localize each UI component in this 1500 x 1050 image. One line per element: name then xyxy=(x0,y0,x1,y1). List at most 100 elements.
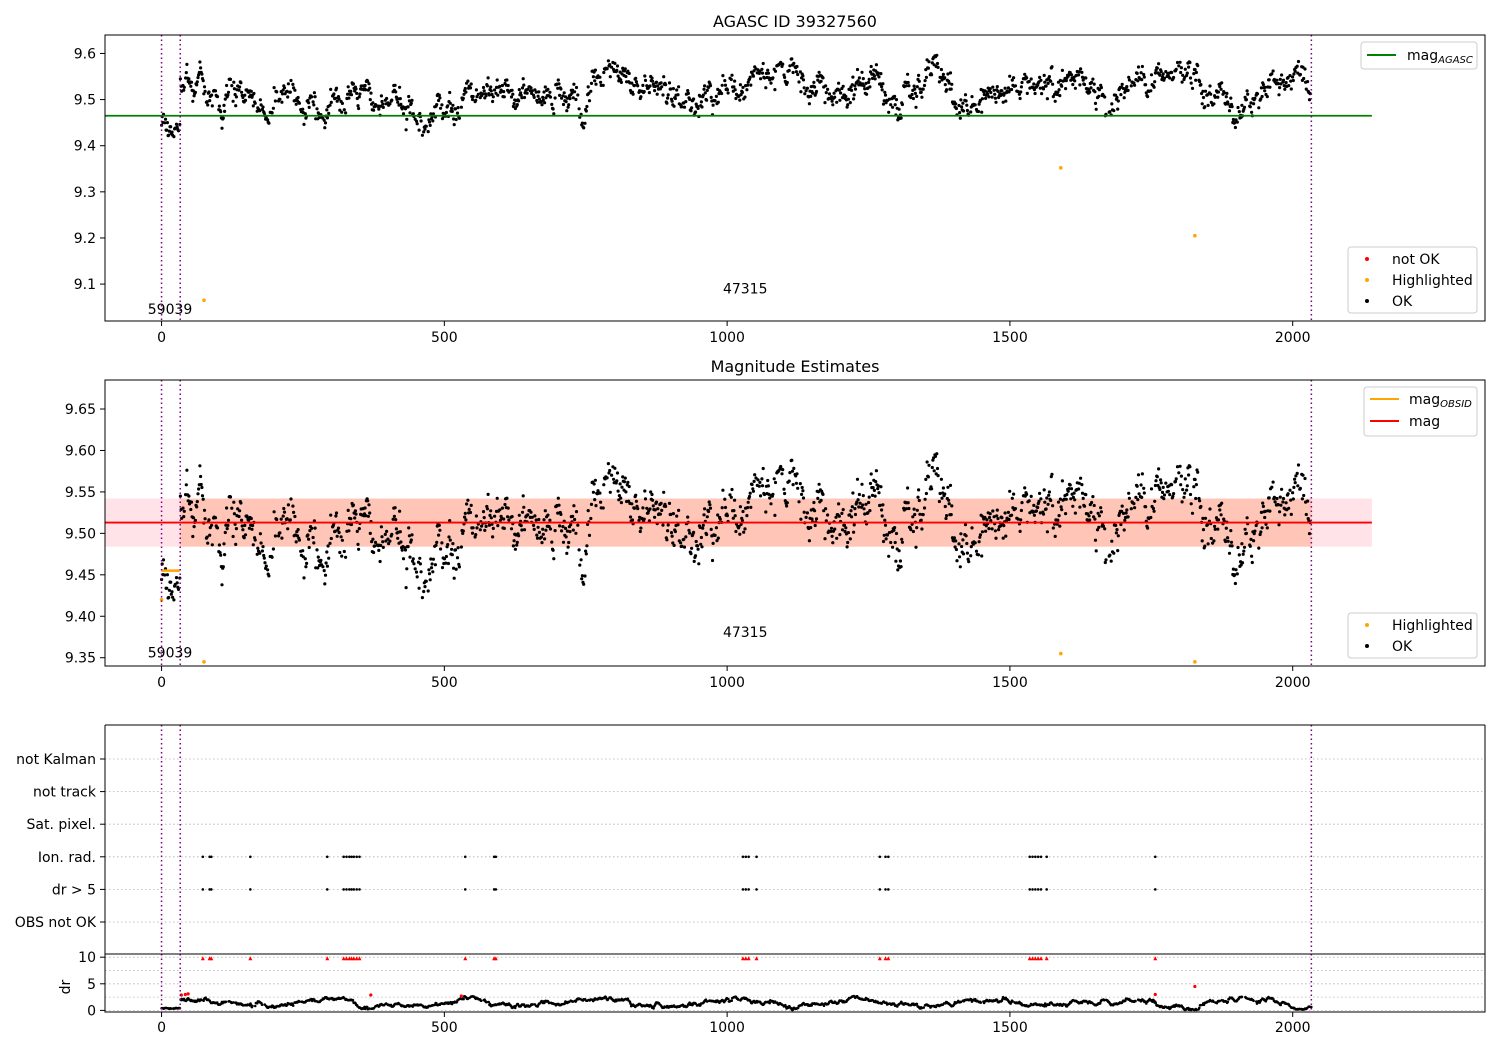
ok-point xyxy=(529,510,533,514)
ok-point xyxy=(584,552,588,556)
ok-point xyxy=(913,87,917,91)
ok-point xyxy=(809,94,813,98)
ok-point xyxy=(197,73,201,77)
ok-point xyxy=(195,505,199,509)
ok-point xyxy=(839,91,843,95)
ok-point xyxy=(1046,502,1050,506)
ok-point xyxy=(869,64,873,69)
ok-point xyxy=(1178,464,1182,468)
ok-point xyxy=(1087,514,1091,518)
ok-point xyxy=(437,98,441,103)
ok-point xyxy=(380,99,384,104)
ok-point xyxy=(616,489,620,493)
ok-point xyxy=(1018,96,1022,101)
legend-label: magOBSID xyxy=(1409,392,1472,410)
ok-point xyxy=(189,80,194,84)
ok-point xyxy=(278,531,282,535)
ok-point xyxy=(748,75,752,79)
ok-point xyxy=(873,494,877,498)
flag-point xyxy=(201,888,205,891)
ok-point xyxy=(1080,491,1085,495)
ok-point xyxy=(260,107,264,111)
ok-point xyxy=(837,502,841,506)
ok-point xyxy=(973,103,977,107)
ok-point xyxy=(620,485,624,489)
ok-point xyxy=(325,550,329,554)
ok-point xyxy=(544,528,548,532)
flag-row-label: OBS not OK xyxy=(15,915,97,931)
ok-point xyxy=(1042,73,1046,77)
ok-point xyxy=(249,516,253,521)
ok-point xyxy=(688,531,692,535)
ok-point xyxy=(480,524,484,528)
ok-point xyxy=(454,567,458,571)
ok-point xyxy=(672,104,676,108)
ok-point xyxy=(522,83,526,87)
ok-point xyxy=(708,503,712,507)
ok-point xyxy=(855,67,860,72)
ok-point xyxy=(448,519,452,523)
ok-point xyxy=(764,510,768,514)
ok-point xyxy=(654,80,659,84)
ok-point xyxy=(837,81,841,85)
ok-point xyxy=(993,96,998,100)
ok-point xyxy=(1067,487,1071,491)
ok-point xyxy=(1259,510,1263,514)
ok-point xyxy=(941,72,946,76)
ok-point xyxy=(313,526,317,530)
ok-point xyxy=(512,102,516,106)
ok-point xyxy=(206,103,210,107)
ok-point xyxy=(305,561,309,566)
ok-point xyxy=(637,518,641,523)
ok-point xyxy=(568,97,572,101)
ok-point xyxy=(552,112,556,116)
ok-point xyxy=(481,85,486,90)
ok-point xyxy=(1000,89,1004,93)
ok-point xyxy=(986,92,990,96)
ok-point xyxy=(577,548,581,552)
ok-point xyxy=(231,99,235,103)
ok-point xyxy=(861,77,865,81)
ok-point xyxy=(911,96,916,101)
ok-point xyxy=(882,99,886,103)
ok-point xyxy=(558,93,562,97)
ok-point xyxy=(386,537,390,541)
ok-point xyxy=(867,80,871,84)
ok-point xyxy=(906,80,910,85)
ok-point xyxy=(242,536,246,540)
ok-point xyxy=(1057,88,1061,92)
ok-point xyxy=(680,105,684,109)
ok-point xyxy=(759,77,763,81)
y-tick-label: 0 xyxy=(87,1003,96,1019)
ok-point xyxy=(977,540,981,544)
ok-point xyxy=(877,75,881,79)
ok-point xyxy=(939,67,944,72)
ok-point xyxy=(462,92,466,96)
ok-point xyxy=(390,532,394,536)
dr-point xyxy=(694,1002,697,1005)
ok-point xyxy=(178,494,182,498)
ok-point xyxy=(198,464,202,468)
ok-point xyxy=(593,498,597,502)
ok-point xyxy=(342,108,346,112)
ok-point xyxy=(1307,532,1312,536)
ok-point xyxy=(312,91,316,95)
ok-point xyxy=(1097,514,1101,518)
ok-point xyxy=(802,510,806,514)
ok-point xyxy=(721,488,725,492)
ok-point xyxy=(952,536,957,540)
flag-point xyxy=(1034,855,1037,859)
ok-point xyxy=(363,83,367,88)
ok-point xyxy=(940,496,944,500)
ok-point xyxy=(1306,499,1310,503)
ok-point xyxy=(961,552,966,556)
ok-point xyxy=(764,86,768,90)
ok-point xyxy=(444,561,448,565)
ok-point xyxy=(720,91,724,96)
ok-point xyxy=(692,530,696,535)
ok-point xyxy=(1056,500,1061,504)
ok-point xyxy=(424,124,428,128)
ok-point xyxy=(1047,75,1051,79)
ok-point xyxy=(1050,65,1054,69)
ok-point xyxy=(357,547,361,551)
